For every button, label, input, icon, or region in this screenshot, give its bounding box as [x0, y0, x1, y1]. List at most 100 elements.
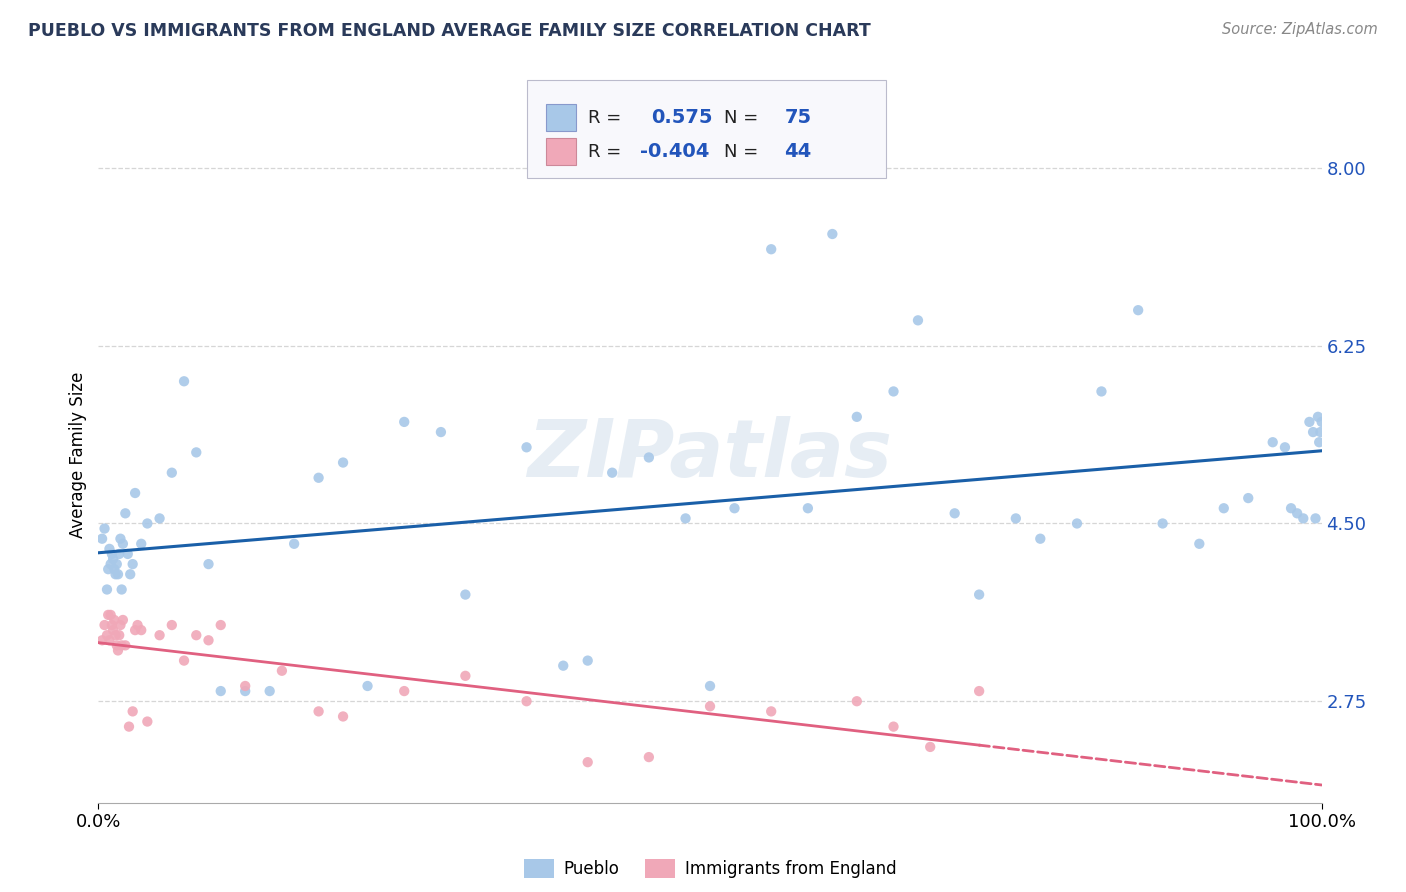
- Point: [332, 456, 354, 470]
- Point: [1274, 440, 1296, 454]
- Point: [121, 705, 143, 719]
- Point: [967, 684, 990, 698]
- Text: R =: R =: [588, 143, 621, 161]
- Text: 44: 44: [785, 142, 811, 161]
- Point: [110, 532, 132, 546]
- Legend: Pueblo, Immigrants from England: Pueblo, Immigrants from England: [517, 853, 903, 885]
- Point: [103, 613, 125, 627]
- Point: [101, 552, 124, 566]
- Point: [1188, 537, 1211, 551]
- Point: [209, 684, 232, 698]
- Point: [173, 374, 195, 388]
- Point: [111, 613, 134, 627]
- Point: [332, 709, 354, 723]
- Point: [101, 623, 124, 637]
- Point: [1128, 303, 1150, 318]
- Point: [104, 628, 127, 642]
- Point: [101, 618, 124, 632]
- Point: [120, 567, 142, 582]
- Point: [105, 557, 128, 571]
- Point: [98, 541, 121, 556]
- Point: [259, 684, 281, 698]
- Point: [97, 562, 120, 576]
- Text: ZIPatlas: ZIPatlas: [527, 416, 893, 494]
- Point: [104, 567, 127, 582]
- Point: [111, 639, 134, 653]
- Point: [920, 739, 942, 754]
- Point: [105, 639, 128, 653]
- Point: [149, 628, 172, 642]
- Point: [761, 705, 783, 719]
- Point: [93, 522, 115, 536]
- Point: [761, 242, 783, 256]
- Point: [186, 445, 208, 459]
- Point: [96, 628, 118, 642]
- Point: [699, 699, 721, 714]
- Point: [454, 669, 477, 683]
- Point: [1090, 384, 1112, 399]
- Point: [124, 623, 146, 637]
- Text: Source: ZipAtlas.com: Source: ZipAtlas.com: [1222, 22, 1378, 37]
- Point: [114, 639, 136, 653]
- Point: [1286, 506, 1309, 520]
- Point: [107, 567, 129, 582]
- Point: [197, 557, 219, 571]
- Point: [1306, 409, 1329, 424]
- Point: [91, 633, 114, 648]
- Point: [93, 618, 115, 632]
- Point: [699, 679, 721, 693]
- Point: [100, 607, 122, 622]
- Point: [1152, 516, 1174, 531]
- Y-axis label: Average Family Size: Average Family Size: [69, 372, 87, 538]
- Point: [430, 425, 453, 439]
- Point: [233, 679, 256, 693]
- Point: [111, 537, 134, 551]
- Point: [907, 313, 929, 327]
- Text: 75: 75: [785, 108, 811, 128]
- Point: [1305, 511, 1327, 525]
- Text: PUEBLO VS IMMIGRANTS FROM ENGLAND AVERAGE FAMILY SIZE CORRELATION CHART: PUEBLO VS IMMIGRANTS FROM ENGLAND AVERAG…: [28, 22, 870, 40]
- Point: [675, 511, 697, 525]
- Point: [553, 658, 575, 673]
- Point: [107, 643, 129, 657]
- Point: [1309, 425, 1331, 439]
- Text: N =: N =: [724, 109, 758, 127]
- Point: [308, 705, 330, 719]
- Point: [883, 720, 905, 734]
- Point: [576, 755, 599, 769]
- Point: [845, 694, 868, 708]
- Text: N =: N =: [724, 143, 758, 161]
- Point: [1261, 435, 1284, 450]
- Point: [1237, 491, 1260, 505]
- Point: [127, 618, 149, 632]
- Point: [160, 618, 183, 632]
- Point: [97, 607, 120, 622]
- Point: [209, 618, 232, 632]
- Point: [108, 628, 131, 642]
- Point: [100, 557, 122, 571]
- Point: [1004, 511, 1026, 525]
- Point: [1279, 501, 1302, 516]
- Point: [110, 618, 132, 632]
- Point: [1212, 501, 1234, 516]
- Text: -0.404: -0.404: [640, 142, 709, 161]
- Point: [637, 750, 661, 764]
- Point: [136, 516, 159, 531]
- Point: [943, 506, 966, 520]
- Point: [637, 450, 661, 465]
- Point: [967, 588, 990, 602]
- Point: [111, 582, 134, 597]
- Text: R =: R =: [588, 109, 621, 127]
- Point: [1308, 435, 1330, 450]
- Point: [186, 628, 208, 642]
- Point: [1292, 511, 1315, 525]
- Point: [233, 684, 256, 698]
- Point: [1066, 516, 1088, 531]
- Point: [136, 714, 159, 729]
- Point: [149, 511, 172, 525]
- Point: [845, 409, 868, 424]
- Point: [392, 415, 416, 429]
- Point: [1298, 415, 1320, 429]
- Point: [108, 547, 131, 561]
- Point: [821, 227, 844, 241]
